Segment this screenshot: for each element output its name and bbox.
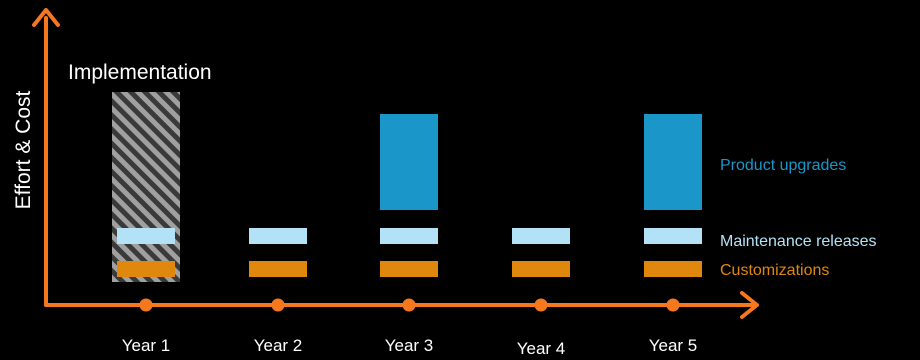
implementation-annotation: Implementation [68, 61, 212, 84]
bar-customizations-year-4 [512, 261, 570, 277]
bar-maintenance-releases-year-2 [249, 228, 307, 244]
tick-dot-year-2 [271, 298, 285, 312]
tick-label-year-2: Year 2 [254, 336, 303, 355]
bar-customizations-year-2 [249, 261, 307, 277]
bar-implementation-year-1 [112, 92, 180, 282]
ticks-group: Year 1 Year 2 Year 3 Year 4 Year 5 [122, 298, 698, 358]
bar-customizations-year-3 [380, 261, 438, 277]
bar-maintenance-releases-year-5 [644, 228, 702, 244]
bar-customizations-year-5 [644, 261, 702, 277]
bar-product-upgrades-year-5 [644, 114, 702, 210]
y-axis-label: Effort & Cost [12, 91, 35, 210]
bars-group [112, 92, 702, 282]
tick-label-year-3: Year 3 [385, 336, 434, 355]
legend-customizations: Customizations [720, 262, 829, 279]
legend-maintenance-releases: Maintenance releases [720, 233, 877, 250]
tick-dot-year-1 [139, 298, 153, 312]
bar-maintenance-releases-year-4 [512, 228, 570, 244]
legend: Product upgrades Maintenance releases Cust… [720, 157, 877, 279]
tick-dot-year-3 [402, 298, 416, 312]
tick-dot-year-4 [534, 298, 548, 312]
bar-maintenance-releases-year-1 [117, 228, 175, 244]
labels-group: Effort & Cost Implementation [12, 61, 212, 209]
bar-product-upgrades-year-3 [380, 114, 438, 210]
y-axis-arrowhead [32, 8, 60, 27]
x-axis-arrowhead [740, 291, 759, 319]
bar-maintenance-releases-year-3 [380, 228, 438, 244]
tick-dot-year-5 [666, 298, 680, 312]
legend-product-upgrades: Product upgrades [720, 157, 846, 174]
tick-label-year-4: Year 4 [517, 339, 566, 355]
tick-label-year-1: Year 1 [122, 336, 171, 355]
bar-customizations-year-1 [117, 261, 175, 277]
tick-label-year-5: Year 5 [649, 336, 698, 355]
axes-group [32, 8, 759, 319]
